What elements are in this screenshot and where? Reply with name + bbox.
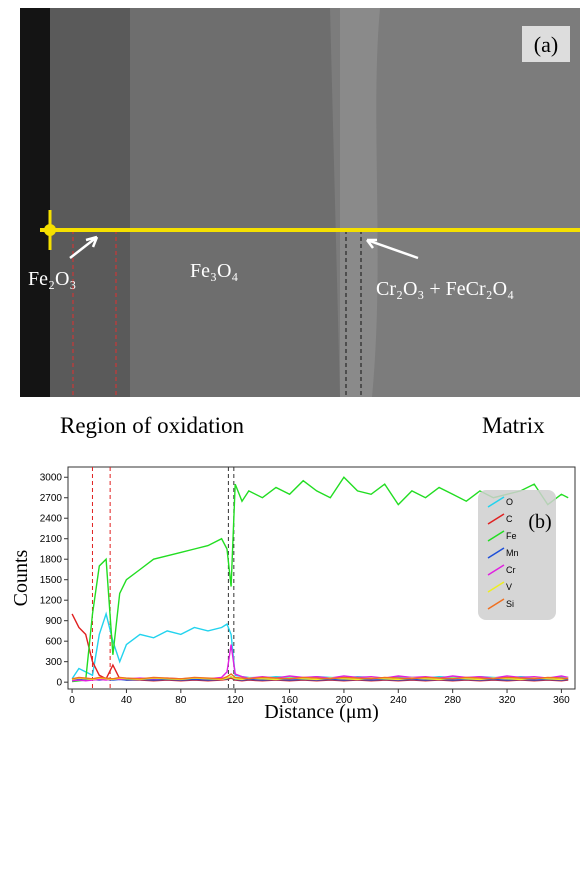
caption: Region of oxidation bbox=[60, 413, 244, 438]
phase-label: Fe₃O₄ bbox=[190, 260, 238, 282]
dark-edge bbox=[20, 8, 50, 397]
label-box bbox=[522, 26, 570, 62]
x-axis-label: Distance (μm) bbox=[264, 701, 379, 723]
x-tick-label: 240 bbox=[390, 695, 407, 706]
legend-label: O bbox=[506, 497, 513, 507]
x-tick-label: 320 bbox=[499, 695, 516, 706]
x-tick-label: 80 bbox=[175, 695, 187, 706]
y-axis-label: Counts bbox=[10, 549, 32, 606]
caption: Matrix bbox=[482, 413, 545, 438]
legend-label: Mn bbox=[506, 548, 519, 558]
y-tick-label: 1200 bbox=[40, 596, 63, 607]
y-tick-label: 1800 bbox=[40, 555, 63, 566]
x-tick-label: 160 bbox=[281, 695, 298, 706]
legend-swatch bbox=[487, 547, 505, 559]
x-tick-label: 0 bbox=[69, 695, 75, 706]
legend-label: V bbox=[506, 582, 512, 592]
y-tick-label: 2400 bbox=[40, 514, 63, 525]
legend-label: C bbox=[506, 514, 513, 524]
phase-label: Cr₂O₃ + FeCr₂O₄ bbox=[376, 278, 514, 300]
arrow bbox=[366, 238, 419, 260]
y-tick-label: 600 bbox=[45, 637, 62, 648]
y-tick-label: 900 bbox=[45, 616, 62, 627]
interface bbox=[340, 8, 380, 397]
scan-dot bbox=[44, 224, 56, 236]
fe2o3-layer bbox=[50, 8, 130, 397]
y-tick-label: 3000 bbox=[40, 473, 63, 484]
legend-swatch bbox=[487, 530, 505, 542]
annotation: (b) bbox=[528, 511, 551, 533]
y-tick-label: 300 bbox=[45, 657, 62, 668]
legend-swatch bbox=[487, 598, 505, 610]
phase-label: Fe₂O₃ bbox=[28, 268, 76, 290]
y-tick-label: 0 bbox=[56, 678, 62, 689]
legend-label: Cr bbox=[506, 565, 516, 575]
x-tick-label: 120 bbox=[227, 695, 244, 706]
legend-swatch bbox=[487, 513, 505, 525]
legend-label: Fe bbox=[506, 531, 517, 541]
y-tick-label: 2100 bbox=[40, 534, 63, 545]
x-tick-label: 200 bbox=[336, 695, 353, 706]
panel-label: (a) bbox=[534, 32, 558, 57]
sem-image: (a) Fe₂O₃ Fe₃O₄ Cr₂O₃ + FeCr₂O₄ bbox=[20, 8, 580, 397]
chart: 0 300 600 900 1200 1500 1800 2100 2400 2700 3000 0 4… bbox=[10, 466, 576, 723]
legend-swatch bbox=[487, 564, 505, 576]
x-tick-label: 280 bbox=[444, 695, 461, 706]
x-tick-label: 360 bbox=[553, 695, 570, 706]
y-tick-label: 1500 bbox=[40, 575, 63, 586]
legend-box bbox=[478, 490, 556, 620]
series-line bbox=[72, 476, 569, 683]
x-tick-label: 40 bbox=[121, 695, 133, 706]
arrow bbox=[69, 235, 99, 259]
fe3o4-layer bbox=[130, 8, 340, 397]
legend-swatch bbox=[487, 496, 505, 508]
series-line bbox=[71, 673, 569, 680]
legend-swatch bbox=[487, 581, 505, 593]
legend-label: Si bbox=[506, 599, 514, 609]
y-tick-label: 2700 bbox=[40, 493, 63, 504]
